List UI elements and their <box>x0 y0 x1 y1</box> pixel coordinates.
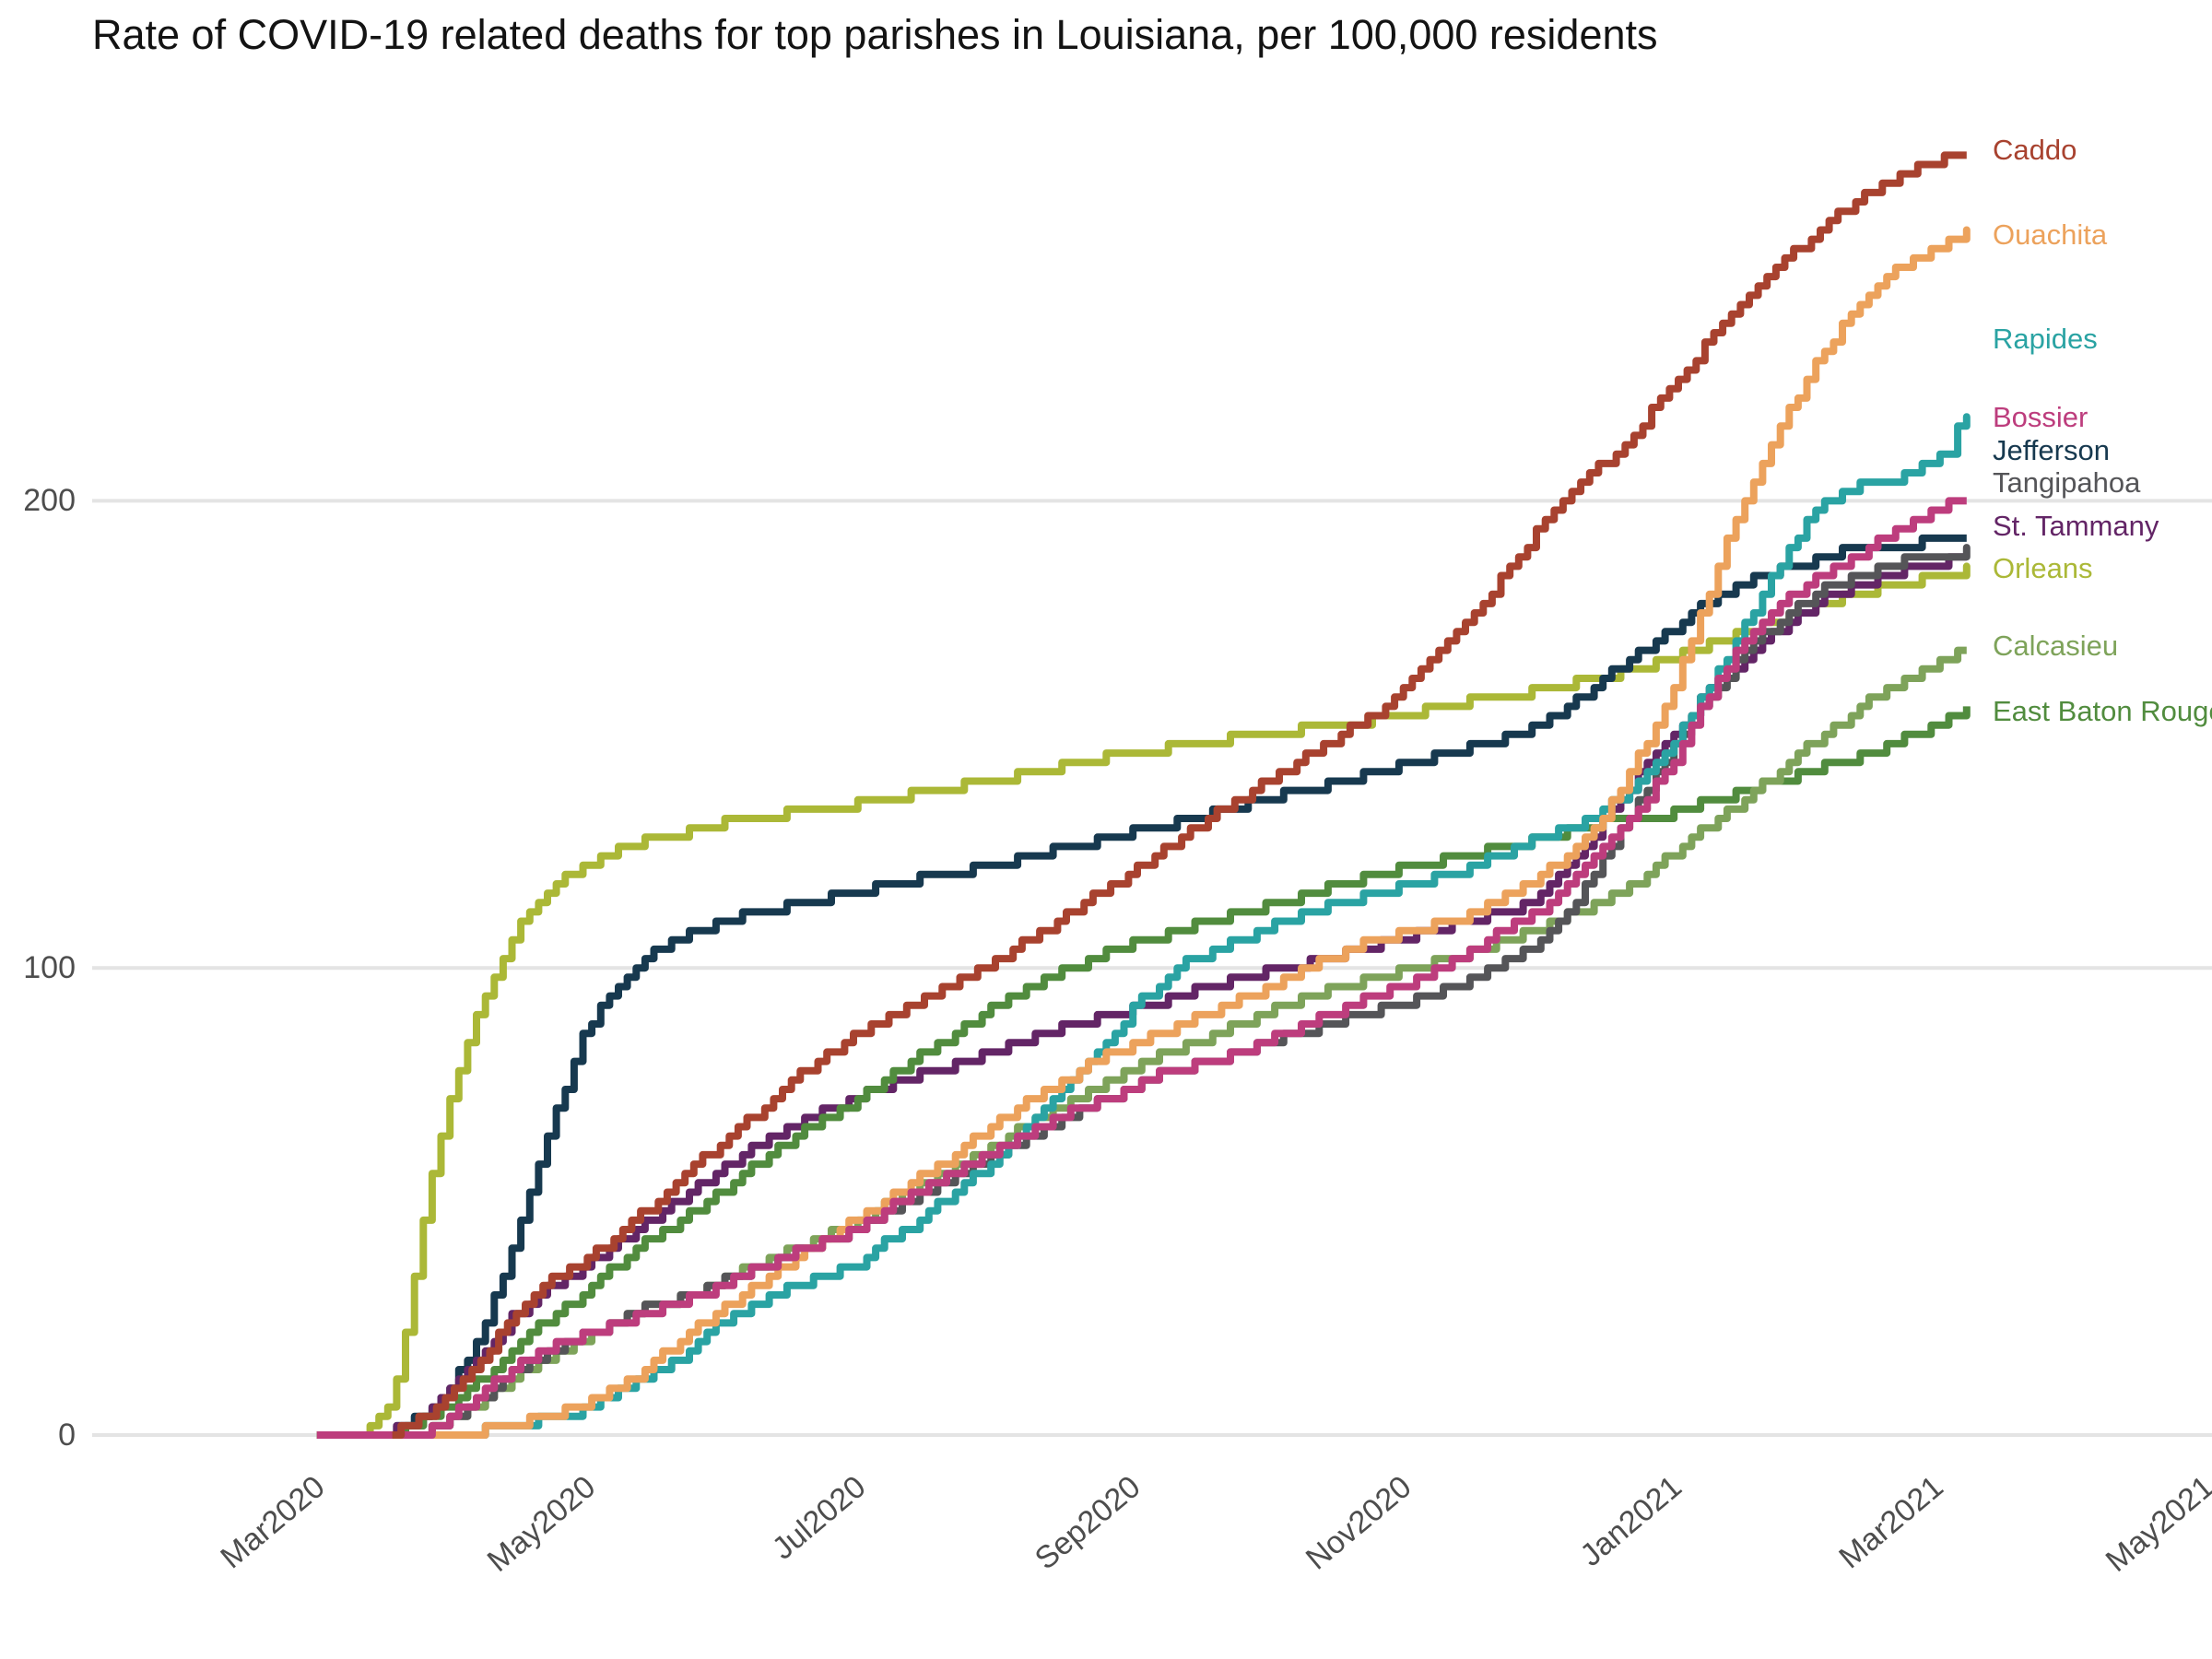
series-line-orleans <box>316 562 1971 1439</box>
series-label-orleans: Orleans <box>1993 552 2093 584</box>
series-label-tangipahoa: Tangipahoa <box>1993 466 2141 499</box>
y-tick-label-100: 100 <box>23 950 76 986</box>
series-line-bossier <box>316 497 1967 1439</box>
series-line-jefferson <box>316 534 1967 1439</box>
y-tick-label-0: 0 <box>58 1418 76 1453</box>
series-label-ouachita: Ouachita <box>1993 218 2108 251</box>
series-label-caddo: Caddo <box>1993 134 2077 166</box>
series-line-east-baton-rouge <box>316 706 1971 1439</box>
series-line-ouachita <box>316 226 1971 1439</box>
series-label-rapides: Rapides <box>1993 323 2098 355</box>
series-label-calcasieu: Calcasieu <box>1993 629 2119 662</box>
series-line-caddo <box>392 151 1967 1439</box>
chart-title: Rate of COVID-19 related deaths for top … <box>92 11 1658 58</box>
series-label-east-baton-rouge: East Baton Rouge <box>1993 695 2212 727</box>
series-label-jefferson: Jefferson <box>1993 434 2110 466</box>
y-tick-label-200: 200 <box>23 483 76 519</box>
series-label-st-tammany: St. Tammany <box>1993 510 2159 542</box>
series-label-bossier: Bossier <box>1993 401 2088 433</box>
